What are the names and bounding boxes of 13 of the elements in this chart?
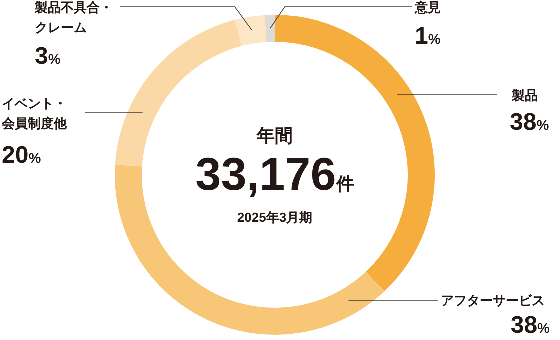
data-label: 20% xyxy=(2,142,42,169)
slice-label: 意見 xyxy=(414,0,441,15)
data-label: 1% xyxy=(415,23,442,50)
slice-label: イベント・会員制度他 xyxy=(1,96,68,131)
slice-label: 製品不具合・クレーム xyxy=(34,0,113,35)
data-label: 38% xyxy=(510,312,551,339)
text: 年間 xyxy=(256,126,293,146)
data-label: 38% xyxy=(510,109,550,136)
slice-label: 製品 xyxy=(511,88,538,103)
slice-label: アフターサービス xyxy=(441,293,545,308)
text: 2025年3月期 xyxy=(237,210,313,225)
text: 33,176件 xyxy=(196,148,354,200)
data-label: 3% xyxy=(35,43,62,70)
